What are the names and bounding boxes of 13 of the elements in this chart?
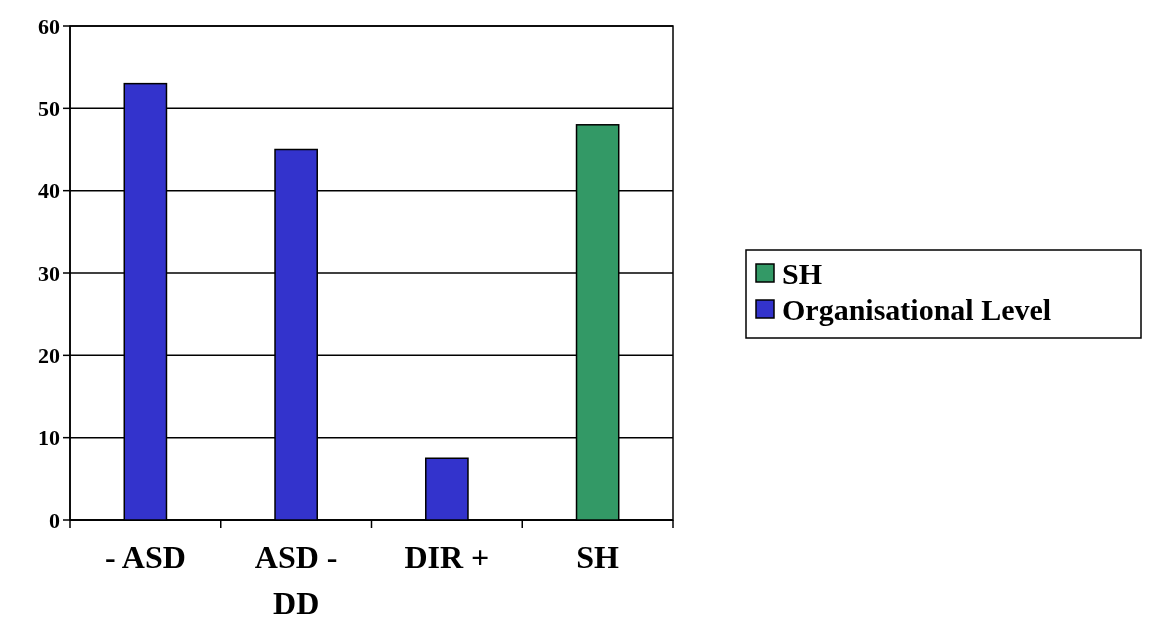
- y-tick-label: 40: [38, 178, 60, 204]
- x-tick-label: ASD - DD: [254, 539, 338, 621]
- x-tick-label: SH: [576, 539, 620, 575]
- y-tick-label: 20: [38, 343, 60, 369]
- y-tick-label: 10: [38, 425, 60, 451]
- y-tick-label: 0: [49, 507, 60, 533]
- y-tick-label: 50: [38, 96, 60, 122]
- legend-label: SH: [782, 256, 823, 290]
- y-tick-label: 30: [38, 260, 60, 286]
- y-tick-label: 60: [38, 13, 60, 39]
- legend-label: Organisational Level: [782, 292, 1052, 326]
- x-tick-label: - ASD: [104, 539, 186, 575]
- x-tick-label: DIR +: [404, 539, 490, 575]
